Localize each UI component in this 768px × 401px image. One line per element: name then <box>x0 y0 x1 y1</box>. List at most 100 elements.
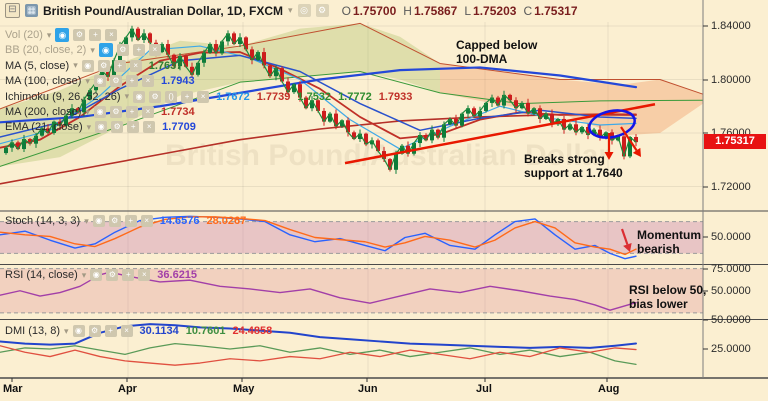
add-icon[interactable]: + <box>104 325 117 337</box>
caret-icon[interactable]: ▾ <box>124 91 130 102</box>
caret-icon[interactable]: ▾ <box>46 29 52 40</box>
close-icon[interactable]: × <box>141 106 154 118</box>
symbol-title: British Pound/Australian Dollar, 1D, FXC… <box>43 3 284 18</box>
indicator-value: 1.7532 <box>297 90 332 103</box>
rsi-line <box>0 271 637 311</box>
chart-header: ⊟ ▦ British Pound/Australian Dollar, 1D,… <box>5 3 578 18</box>
last-price-badge: 1.75317 <box>704 134 766 149</box>
gear-icon[interactable]: ⚙ <box>111 121 124 134</box>
annotation-capped: Capped below 100-DMA <box>456 38 538 67</box>
ma-5-line <box>5 28 637 171</box>
month-label: Aug <box>598 383 620 395</box>
ohlc-value: 1.75867 <box>413 3 458 18</box>
down-arrow <box>620 126 638 151</box>
indicator-value: 30.1134 <box>139 325 179 337</box>
caret-icon[interactable]: ▾ <box>84 215 89 226</box>
close-icon[interactable]: × <box>120 325 133 337</box>
add-icon[interactable]: + <box>127 121 140 134</box>
ohlc-pair: L 1.75203 <box>464 4 516 18</box>
add-icon[interactable]: + <box>125 75 138 88</box>
close-icon[interactable]: × <box>197 90 210 103</box>
annotation-momentum: Momentum bearish <box>637 228 701 257</box>
gear-icon[interactable]: ⚙ <box>109 106 122 118</box>
gear-icon[interactable]: ⚙ <box>108 215 121 227</box>
legend-row-label: BB (20, close, 2) <box>5 44 87 57</box>
close-icon[interactable]: × <box>129 59 142 72</box>
axis-label: 25.0000 <box>711 343 751 355</box>
close-icon[interactable]: × <box>141 75 154 88</box>
settings-icon[interactable]: ⚙ <box>315 4 329 17</box>
close-icon[interactable]: × <box>105 29 118 41</box>
gear-icon[interactable]: ⚙ <box>149 90 162 103</box>
close-icon[interactable]: × <box>140 215 153 227</box>
gear-icon[interactable]: ⚙ <box>109 75 122 88</box>
ohlc-label: H <box>403 3 412 18</box>
add-icon[interactable]: + <box>122 269 135 281</box>
caret-icon[interactable]: ▾ <box>90 44 95 55</box>
gear-icon[interactable]: ⚙ <box>73 29 86 41</box>
legend-row-label: MA (5, close) <box>5 59 70 72</box>
ohlc-label: L <box>464 3 472 18</box>
caret-icon[interactable]: ▾ <box>81 269 87 280</box>
ohlc-pair: C 1.75317 <box>523 4 577 18</box>
visibility-icon[interactable]: ◉ <box>72 325 85 337</box>
symbol-caret-icon[interactable]: ▾ <box>288 5 293 15</box>
legend-row: EMA (21, close) ▾ ◉ ⚙ + × 1.7709 <box>5 120 196 134</box>
add-icon[interactable]: + <box>89 29 102 41</box>
caret-icon[interactable]: ▾ <box>86 121 92 132</box>
annotation-breaks: Breaks strong support at 1.7640 <box>524 152 623 181</box>
panel-legend-row: Stoch (14, 3, 3) ▾ ◉ ⚙ + × 14.6576 28.0267 <box>5 214 246 228</box>
close-icon[interactable]: × <box>143 121 156 134</box>
collapse-icon[interactable]: ⊟ <box>5 3 20 18</box>
close-icon[interactable]: × <box>148 44 161 57</box>
visibility-icon[interactable]: ◉ <box>55 28 70 42</box>
visibility-icon[interactable]: ◉ <box>133 90 146 103</box>
legend-row: MA (200, close) ▾ ◉ ⚙ + × 1.7734 <box>5 105 195 119</box>
gear-icon[interactable]: ⚙ <box>116 44 129 57</box>
add-icon[interactable]: + <box>181 90 194 103</box>
indicator-value: 1.7933 <box>378 90 413 103</box>
ma-200-line <box>0 113 637 185</box>
indicator-value: 10.7601 <box>185 325 226 337</box>
legend-row-label: Ichimoku (9, 26, 52, 26) <box>5 90 121 103</box>
panel-legend-row-label: DMI (13, 8) <box>5 325 61 337</box>
close-icon[interactable]: × <box>138 269 151 281</box>
gear-icon[interactable]: ⚙ <box>97 59 110 72</box>
caret-icon[interactable]: ▾ <box>85 75 90 86</box>
ohlc-label: O <box>341 3 351 18</box>
legend-row-label: MA (200, close) <box>5 106 82 118</box>
add-icon[interactable]: + <box>124 215 137 227</box>
visibility-icon[interactable]: ◉ <box>98 43 113 58</box>
add-icon[interactable]: + <box>113 59 126 72</box>
chart-type-icon[interactable]: ▦ <box>25 4 38 17</box>
panel-legend-row-label: Stoch (14, 3, 3) <box>5 215 81 227</box>
panel-legend-row: RSI (14, close) ▾ ◉ ⚙ + × 36.6215 <box>5 268 197 282</box>
indicator-value: 1.7734 <box>160 106 195 118</box>
caret-icon[interactable]: ▾ <box>64 325 69 336</box>
legend-row: MA (5, close) ▾ ◉ ⚙ + × 1.7637 <box>5 59 182 73</box>
add-icon[interactable]: + <box>132 44 145 57</box>
down-arrow-head <box>604 152 614 160</box>
dmi-plus <box>0 342 637 366</box>
visibility-icon[interactable]: ◉ <box>93 106 106 118</box>
indicator-value: 1.7772 <box>338 90 372 103</box>
visibility-icon[interactable]: ◉ <box>81 59 94 72</box>
ohlc-value: 1.75317 <box>534 3 578 18</box>
visibility-icon[interactable]: ◉ <box>95 121 108 134</box>
indicator-value: 14.6576 <box>159 215 200 227</box>
compare-icon[interactable]: ◎ <box>297 4 311 17</box>
ma-100-line <box>0 66 638 124</box>
caret-icon[interactable]: ▾ <box>85 106 90 117</box>
gear-icon[interactable]: ⚙ <box>88 325 101 337</box>
source-code-icon[interactable]: () <box>165 90 178 103</box>
indicator-value: 1.7709 <box>162 121 196 134</box>
visibility-icon[interactable]: ◉ <box>93 75 106 88</box>
indicator-value: 1.7739 <box>256 90 291 103</box>
legend-row: Ichimoku (9, 26, 52, 26) ▾ ◉ ⚙() + × 1.7672 1.7… <box>5 90 412 104</box>
visibility-icon[interactable]: ◉ <box>92 215 105 227</box>
gear-icon[interactable]: ⚙ <box>106 269 119 281</box>
visibility-icon[interactable]: ◉ <box>90 269 103 281</box>
caret-icon[interactable]: ▾ <box>73 60 78 71</box>
annotation-rsi: RSI below 50, bias lower <box>629 283 707 312</box>
add-icon[interactable]: + <box>125 106 138 118</box>
